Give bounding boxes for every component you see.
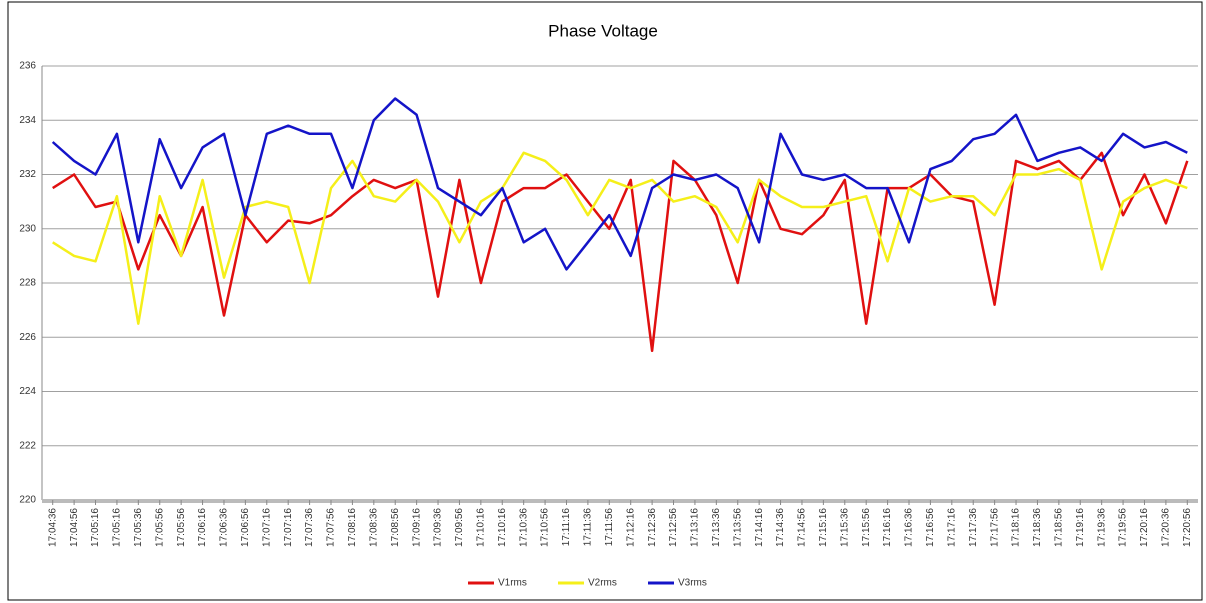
y-tick-label: 234 [19,115,36,126]
x-tick-label: 17:07:16 [283,508,294,547]
x-tick-label: 17:18:36 [1032,508,1043,547]
y-tick-label: 232 [19,169,36,180]
x-tick-label: 17:18:56 [1053,508,1064,547]
x-tick-label: 17:14:16 [754,508,765,547]
x-tick-label: 17:16:56 [925,508,936,547]
x-tick-label: 17:08:16 [347,508,358,547]
x-tick-label: 17:20:36 [1161,508,1172,547]
data-line [52,151,1188,325]
x-tick-label: 17:05:16 [112,508,123,547]
x-tick-label: 17:12:16 [625,508,636,547]
x-tick-label: 17:14:36 [775,508,786,547]
y-tick-label: 230 [19,223,36,234]
x-tick-label: 17:14:56 [797,508,808,547]
x-tick-label: 17:17:16 [946,508,957,547]
x-tick-label: 17:05:16 [90,508,101,547]
x-axis [42,499,1198,503]
x-tick-label: 17:15:16 [818,508,829,547]
chart-title: Phase Voltage [548,21,658,40]
x-tick-label: 17:19:36 [1096,508,1107,547]
x-tick-label: 17:05:36 [133,508,144,547]
x-tick-label: 17:11:16 [561,508,572,547]
x-tick-label: 17:07:56 [326,508,337,547]
x-tick-label: 17:04:56 [69,508,80,547]
x-tick-label: 17:05:56 [154,508,165,547]
x-tick-label: 17:12:36 [647,508,658,547]
x-tick-label: 17:10:16 [497,508,508,547]
x-tick-label: 17:16:16 [882,508,893,547]
x-tick-label: 17:09:16 [411,508,422,547]
x-tick-label: 17:15:56 [861,508,872,547]
x-tick-label: 17:20:16 [1139,508,1150,547]
y-tick-label: 228 [19,278,36,289]
x-tick-label: 17:17:36 [968,508,979,547]
x-tick-label: 17:08:36 [368,508,379,547]
x-tick-label: 17:07:36 [304,508,315,547]
x-tick-label: 17:06:56 [240,508,251,547]
x-tick-label: 17:06:36 [219,508,230,547]
x-tick-label: 17:10:36 [518,508,529,547]
y-tick-label: 236 [19,61,36,72]
x-tick-label: 17:06:16 [197,508,208,547]
y-tick-label: 224 [19,386,36,397]
x-tick-label: 17:13:56 [732,508,743,547]
x-tick-label: 17:17:56 [989,508,1000,547]
x-tick-label: 17:18:16 [1011,508,1022,547]
x-tick-label: 17:04:36 [47,508,58,547]
x-tick-label: 17:11:36 [583,508,594,547]
legend-label: V3rms [678,578,707,589]
x-tick-label: 17:19:56 [1118,508,1129,547]
data-line [52,151,1189,353]
x-tick-label: 17:09:56 [454,508,465,547]
x-tick-label: 17:13:36 [711,508,722,547]
legend-label: V2rms [588,578,617,589]
x-tick-label: 17:19:16 [1075,508,1086,547]
data-line [51,97,1188,271]
x-tick-label: 17:08:56 [390,508,401,547]
x-tick-label: 17:09:36 [433,508,444,547]
x-tick-label: 17:11:56 [604,508,615,547]
x-tick-label: 17:15:36 [839,508,850,547]
x-tick-label: 17:13:16 [690,508,701,547]
x-tick-label: 17:16:36 [904,508,915,547]
x-tick-label: 17:10:56 [540,508,551,547]
x-tick-label: 17:05:56 [176,508,187,547]
y-tick-label: 220 [19,495,36,506]
y-tick-label: 222 [19,440,36,451]
x-tick-label: 17:20:56 [1182,508,1193,547]
legend-label: V1rms [498,578,527,589]
x-tick-label: 17:10:16 [475,508,486,547]
y-tick-label: 226 [19,332,36,343]
x-tick-label: 17:12:56 [668,508,679,547]
x-tick-label: 17:07:16 [261,508,272,547]
